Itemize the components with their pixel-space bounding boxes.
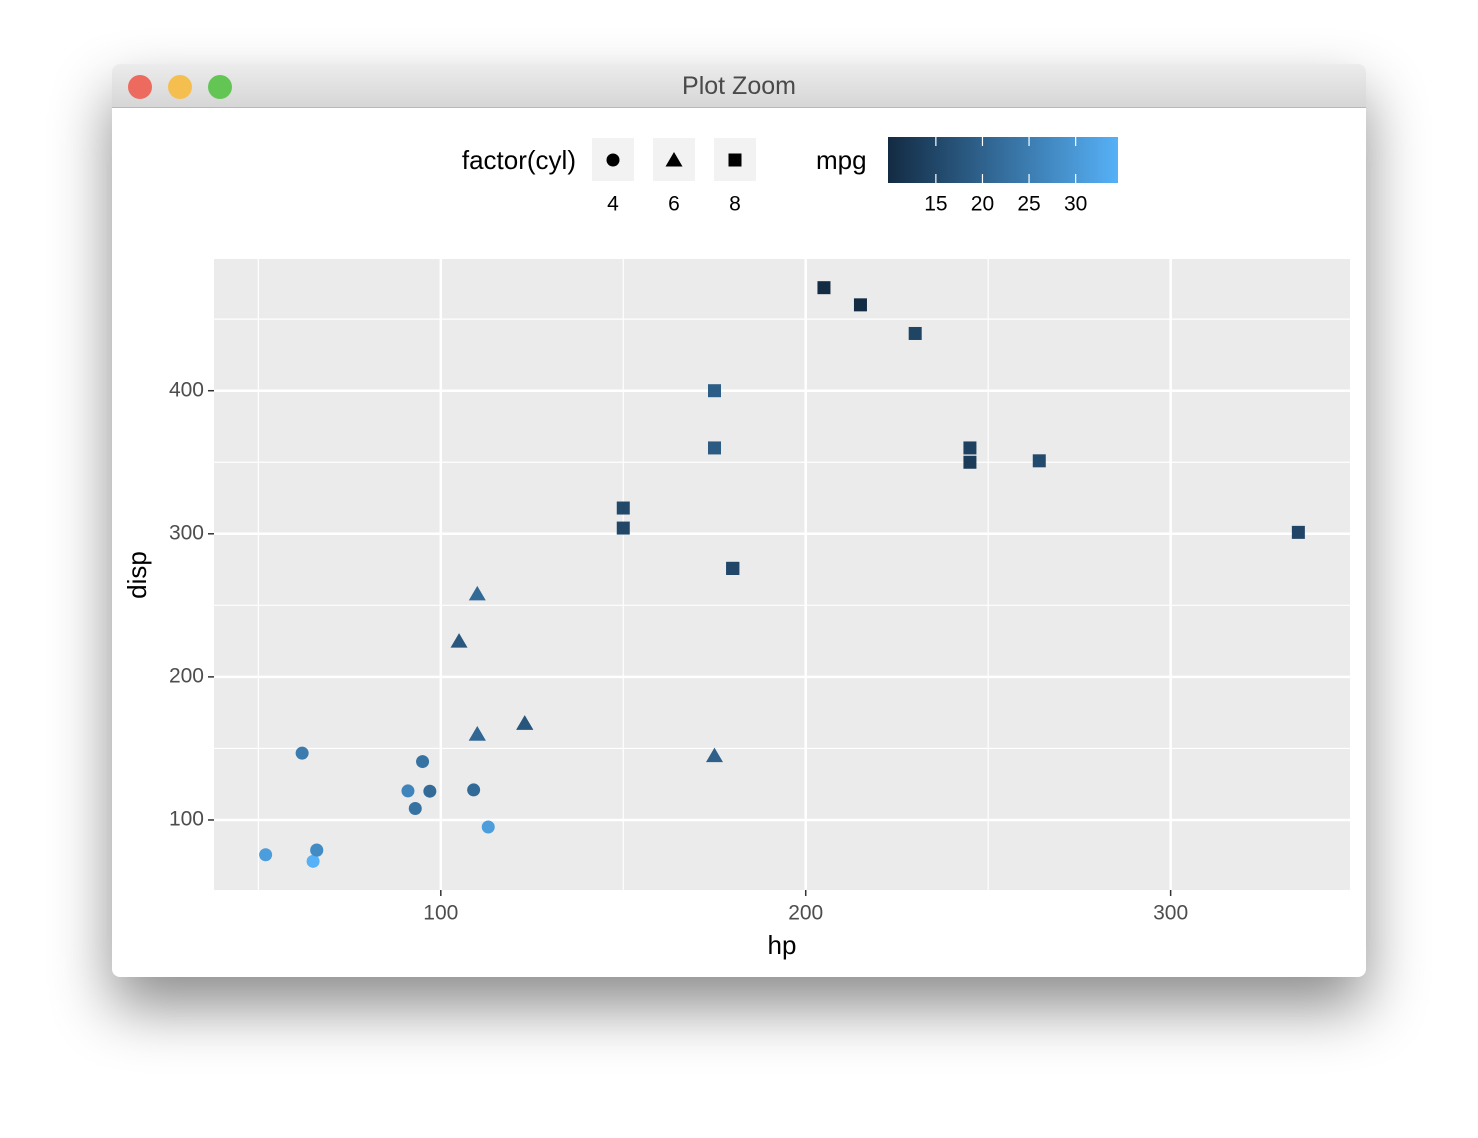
point [707, 384, 721, 398]
shape-legend-title: factor(cyl) [462, 145, 576, 175]
y-tick-label: 200 [169, 664, 204, 687]
legend-symbol [665, 152, 683, 167]
point [616, 501, 630, 515]
x-axis-title: hp [768, 930, 797, 960]
x-tick-label: 200 [788, 902, 823, 925]
legend-symbol [728, 153, 742, 167]
y-tick-label: 400 [169, 378, 204, 401]
point [416, 755, 430, 769]
window-title: Plot Zoom [682, 72, 796, 100]
point [705, 747, 723, 763]
colorbar-label: 15 [924, 193, 947, 216]
point [817, 281, 831, 295]
point [468, 585, 486, 601]
point [1032, 454, 1046, 468]
point [450, 633, 468, 648]
point [259, 848, 273, 862]
y-tick-label: 300 [169, 521, 204, 544]
point [616, 521, 630, 535]
colorbar-title: mpg [816, 145, 867, 175]
point [963, 441, 977, 455]
point [726, 561, 740, 575]
colorbar [888, 137, 1118, 183]
point [468, 726, 486, 741]
point [467, 783, 481, 797]
point [481, 820, 495, 834]
point [516, 715, 534, 730]
point [853, 298, 867, 312]
title-bar: Plot Zoom [112, 64, 1366, 108]
legend-label: 8 [729, 193, 741, 216]
legend-label: 4 [607, 193, 619, 216]
point [310, 843, 324, 857]
point [401, 784, 415, 798]
point [707, 441, 721, 455]
close-button[interactable] [128, 75, 152, 99]
colorbar-label: 20 [971, 193, 994, 216]
y-axis-title: disp [122, 551, 152, 599]
point [306, 854, 320, 868]
legend-symbol [606, 153, 620, 167]
minimize-button[interactable] [168, 75, 192, 99]
point [908, 326, 922, 340]
point [295, 746, 309, 760]
point [1291, 525, 1305, 539]
x-tick-label: 100 [423, 902, 458, 925]
colorbar-label: 25 [1017, 193, 1040, 216]
point [408, 802, 422, 816]
colorbar-label: 30 [1064, 193, 1087, 216]
panel [214, 259, 1350, 890]
y-tick-label: 100 [169, 808, 204, 831]
x-tick-label: 300 [1153, 902, 1188, 925]
point [963, 455, 977, 469]
zoom-button[interactable] [208, 75, 232, 99]
point [423, 784, 437, 798]
legend-label: 6 [668, 193, 680, 216]
